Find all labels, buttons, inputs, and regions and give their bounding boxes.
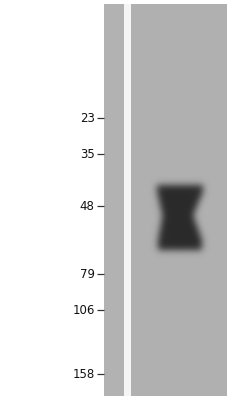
Text: 79: 79 (79, 268, 94, 280)
Text: 35: 35 (79, 148, 94, 160)
Text: 48: 48 (79, 200, 94, 212)
Text: 158: 158 (72, 368, 94, 380)
Bar (131, 4, 227, 396)
Text: 23: 23 (79, 112, 94, 124)
Bar (103, 4, 124, 396)
Bar (124, 4, 131, 396)
Text: 106: 106 (72, 304, 94, 316)
